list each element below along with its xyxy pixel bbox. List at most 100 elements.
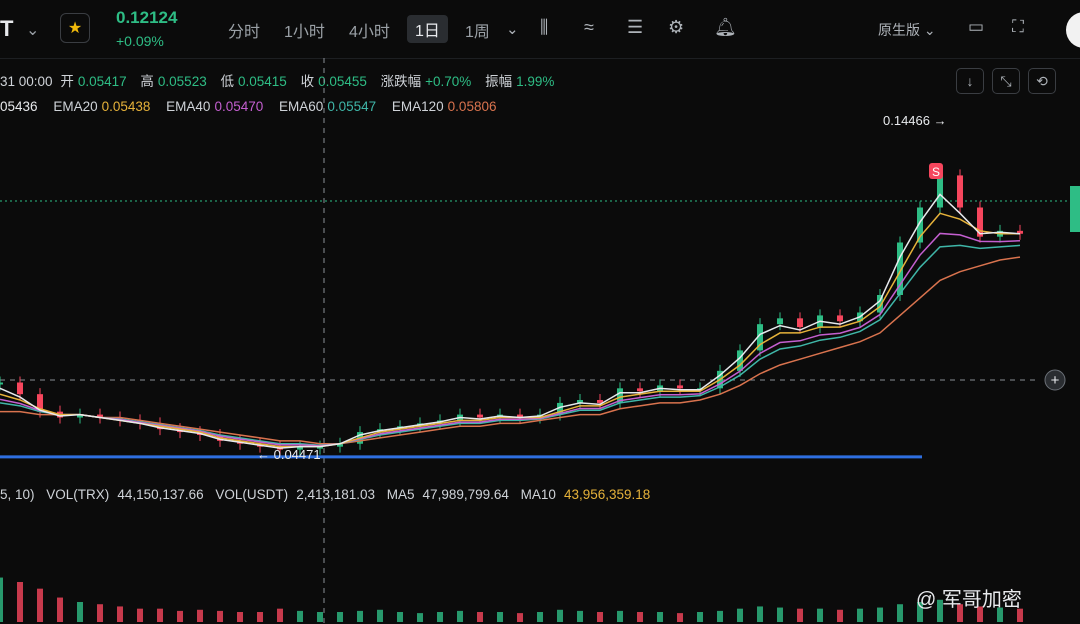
- candle: [677, 385, 683, 389]
- volume-bar: [677, 613, 683, 622]
- compress-icon: ⤡: [1000, 72, 1012, 89]
- price-alert-icon[interactable]: 🔔︎: [714, 17, 737, 37]
- candle: [337, 443, 343, 447]
- ema20-line: [0, 212, 1020, 448]
- chevron-down-icon[interactable]: ⌄: [26, 22, 40, 39]
- volume-bar: [297, 610, 303, 622]
- ema10-value: 05436: [0, 99, 38, 114]
- drawing-tools-icon[interactable]: ☰: [627, 17, 644, 37]
- ema40-value: 0.05470: [214, 99, 264, 114]
- ema20-value: 0.05438: [101, 99, 151, 114]
- candle: [517, 414, 523, 418]
- ema40-line: [0, 232, 1021, 447]
- volume-bar: [797, 608, 803, 622]
- volume-bar: [437, 612, 443, 622]
- tab-timeframe-1d[interactable]: 1日: [407, 15, 448, 43]
- low-marker: ← 0.04471: [257, 447, 321, 462]
- volume-bar: [1017, 608, 1023, 622]
- ema120-line: [0, 256, 1021, 445]
- volume-bar: [837, 609, 843, 622]
- ma5-value: 47,989,799.64: [422, 487, 509, 502]
- volume-bar: [357, 610, 363, 622]
- tab-timeframe-intraday[interactable]: 分时: [228, 24, 261, 41]
- arrow-down-icon: ↓: [966, 73, 974, 89]
- indicator-icon[interactable]: ≈: [584, 17, 594, 37]
- tab-timeframe-4h[interactable]: 4小时: [349, 24, 390, 41]
- volume-bar: [217, 610, 223, 622]
- ema40-label: EMA40: [166, 99, 211, 114]
- volume-bar: [857, 608, 863, 622]
- candle: [297, 446, 303, 450]
- candle: [897, 242, 903, 295]
- volume-bar: [517, 613, 523, 622]
- candle: [877, 295, 883, 313]
- ema20-label: EMA20: [53, 99, 98, 114]
- volume-bar: [957, 604, 963, 622]
- candle: [797, 318, 803, 328]
- symbol-fragment[interactable]: T: [0, 16, 14, 41]
- volume-bar: [177, 610, 183, 622]
- ema120-value: 0.05806: [447, 99, 497, 114]
- candle-type-icon[interactable]: ⫼: [540, 17, 549, 37]
- gear-icon[interactable]: ⚙: [668, 17, 685, 37]
- vol-usdt-value: 2,413,181.03: [296, 487, 376, 502]
- add-price-line-button[interactable]: [1044, 369, 1066, 391]
- volume-bar: [897, 604, 903, 622]
- candle-date: 31 00:00: [0, 74, 53, 89]
- favorite-star-button[interactable]: ★: [60, 13, 90, 43]
- volume-bar: [617, 610, 623, 622]
- ema60-line: [0, 244, 1021, 446]
- candle: [977, 207, 983, 237]
- more-timeframes-chevron-icon[interactable]: ⌄: [506, 21, 519, 38]
- volume-bar: [457, 610, 463, 622]
- close-value: 0.05455: [318, 74, 367, 89]
- vol-usdt-label: VOL(USDT): [215, 487, 289, 502]
- volume-bar: [917, 602, 923, 622]
- candle: [557, 402, 563, 415]
- candle: [757, 324, 763, 351]
- tab-timeframe-1h[interactable]: 1小时: [284, 24, 325, 41]
- high-label: 高: [140, 74, 154, 89]
- vol-trx-label: VOL(TRX): [46, 487, 110, 502]
- candle: [37, 394, 43, 412]
- candle: [837, 315, 843, 322]
- window-icon[interactable]: ▭: [968, 17, 985, 36]
- open-value: 0.05417: [77, 74, 127, 89]
- last-price: 0.12124: [116, 8, 178, 27]
- candle: [0, 382, 3, 385]
- native-version-select[interactable]: 原生版 ⌄: [878, 20, 936, 40]
- fullscreen-icon[interactable]: ⛶: [1012, 17, 1024, 36]
- chevron-down-icon: ⌄: [923, 22, 936, 38]
- collapse-down-button[interactable]: ↓: [956, 68, 984, 94]
- reset-view-button[interactable]: ⟲: [1028, 68, 1056, 94]
- low-value: 0.05415: [237, 74, 287, 89]
- volume-bar: [157, 608, 163, 622]
- avatar[interactable]: [1066, 12, 1080, 48]
- volume-bar: [17, 582, 23, 622]
- candle: [777, 318, 783, 325]
- candle: [737, 350, 743, 371]
- amplitude-value: 1.99%: [516, 74, 555, 89]
- open-label: 开: [60, 74, 74, 89]
- change-value: +0.70%: [425, 74, 472, 89]
- signal-badge-text: S: [932, 165, 940, 179]
- reset-icon: ⟲: [1036, 72, 1048, 89]
- volume-bar: [657, 612, 663, 622]
- tab-timeframe-1w[interactable]: 1周: [465, 24, 490, 41]
- candle: [77, 414, 83, 418]
- candle: [937, 175, 943, 208]
- volume-bar: [537, 612, 543, 622]
- change-label: 涨跌幅: [380, 74, 422, 89]
- volume-bar: [97, 604, 103, 622]
- candle: [637, 388, 643, 392]
- star-icon: ★: [67, 20, 83, 37]
- volume-bar: [577, 610, 583, 622]
- close-label: 收: [300, 74, 315, 89]
- candle: [1017, 230, 1023, 234]
- plus-icon: +: [1051, 372, 1060, 389]
- ema10-line: [0, 193, 1021, 449]
- candle: [97, 414, 103, 418]
- compress-button[interactable]: ⤡: [992, 68, 1020, 94]
- candle: [17, 382, 23, 395]
